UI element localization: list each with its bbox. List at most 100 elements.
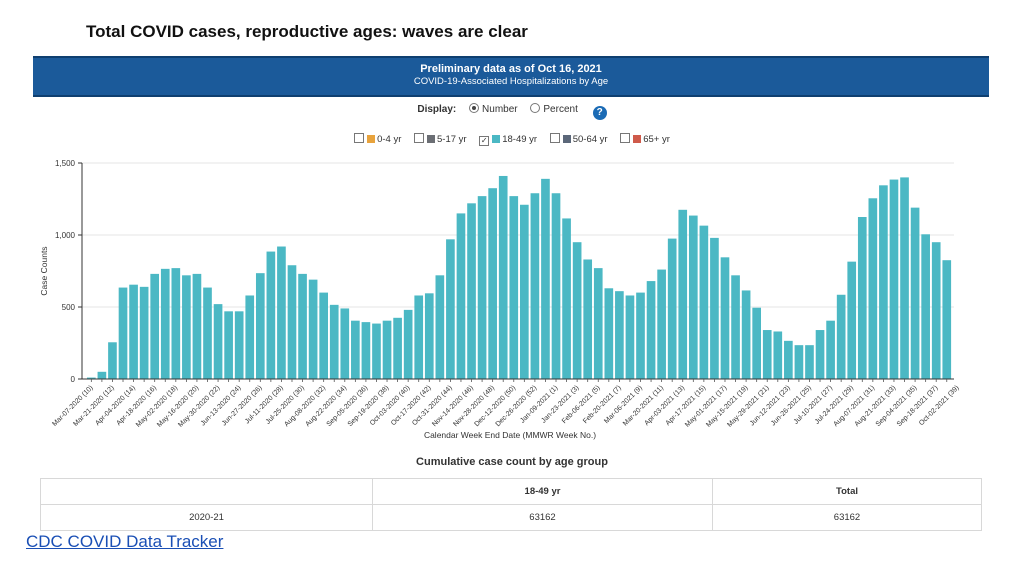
bar xyxy=(203,287,212,379)
table-cell: 2020-21 xyxy=(40,504,373,531)
bar xyxy=(836,294,846,379)
bar xyxy=(931,242,941,379)
table-header-cell: Total xyxy=(712,478,982,505)
legend-item-0-4[interactable]: 0-4 yr xyxy=(354,133,401,145)
bar xyxy=(910,207,920,379)
checkbox-icon[interactable] xyxy=(620,133,631,143)
bar xyxy=(319,292,329,379)
bar xyxy=(541,178,550,379)
bar xyxy=(667,238,677,379)
bar xyxy=(815,330,825,379)
checkbox-icon[interactable]: ✓ xyxy=(479,136,490,146)
y-tick-label: 500 xyxy=(62,303,76,312)
bar xyxy=(372,323,381,379)
bar xyxy=(752,307,762,379)
y-tick-label: 1,500 xyxy=(55,159,76,168)
bar xyxy=(625,295,635,379)
legend-item-5-17[interactable]: 5-17 yr xyxy=(414,133,467,145)
legend-item-18-49[interactable]: ✓ 18-49 yr xyxy=(479,134,538,146)
legend-swatch xyxy=(427,135,436,143)
bar xyxy=(382,320,392,379)
bar xyxy=(287,265,297,379)
legend-item-50-64[interactable]: 50-64 yr xyxy=(549,133,608,145)
display-toggle: Display: Number Percent ? xyxy=(0,103,1024,120)
table-header-row: 18-49 yr Total xyxy=(40,478,982,505)
bar xyxy=(340,308,350,379)
checkbox-icon[interactable] xyxy=(414,133,425,143)
bar xyxy=(213,304,223,379)
bar xyxy=(171,268,181,379)
table-header-cell xyxy=(40,478,373,505)
bar xyxy=(562,218,571,379)
x-tick-label: Jul-24-2021 (29) xyxy=(814,384,855,425)
bar xyxy=(446,239,455,379)
bar xyxy=(129,284,138,379)
checkbox-icon[interactable] xyxy=(354,133,365,143)
bar xyxy=(900,177,909,379)
bar xyxy=(805,345,814,379)
display-option-number[interactable]: Number xyxy=(465,103,518,115)
bar xyxy=(97,371,107,379)
bar xyxy=(593,268,603,379)
bar xyxy=(741,290,751,379)
bar xyxy=(498,175,508,379)
banner-subtitle: COVID-19-Associated Hospitalizations by … xyxy=(413,76,609,87)
table-header-cell: 18-49 yr xyxy=(372,478,713,505)
slide-title: Total COVID cases, reproductive ages: wa… xyxy=(86,22,528,41)
bar xyxy=(942,260,952,379)
x-tick-label: Jan-09-2021 (1) xyxy=(519,384,559,424)
bar xyxy=(773,331,783,379)
table-cell: 63162 xyxy=(372,504,713,531)
bar xyxy=(150,273,160,379)
cdc-data-tracker-link[interactable]: CDC COVID Data Tracker xyxy=(26,532,224,551)
bar xyxy=(710,237,719,379)
table-cell: 63162 xyxy=(712,504,982,531)
bar xyxy=(889,179,899,379)
x-axis-title: Calendar Week End Date (MMWR Week No.) xyxy=(424,430,596,440)
display-option-percent[interactable]: Percent xyxy=(526,103,578,115)
legend-item-65-plus[interactable]: 65+ yr xyxy=(620,133,670,145)
bar xyxy=(456,213,466,379)
cumulative-table: 18-49 yr Total 2020-21 63162 63162 xyxy=(40,478,982,531)
bar xyxy=(551,193,561,379)
bar xyxy=(847,261,857,379)
bar xyxy=(879,185,888,379)
bar xyxy=(520,204,529,379)
question-icon[interactable]: ? xyxy=(592,106,607,120)
banner-title: Preliminary data as of Oct 16, 2021 xyxy=(420,63,602,75)
legend-swatch xyxy=(633,135,642,143)
bar xyxy=(224,311,233,379)
cumulative-title: Cumulative case count by age group xyxy=(416,456,608,468)
x-tick-label: Mar-06-2021 (9) xyxy=(603,384,644,425)
bar xyxy=(414,295,424,379)
radio-icon[interactable] xyxy=(469,103,480,113)
bar xyxy=(393,317,402,379)
bar xyxy=(509,196,519,379)
bar xyxy=(762,330,772,379)
bar xyxy=(784,340,793,379)
x-tick-label: Jul-10-2021 (27) xyxy=(793,384,834,425)
bar xyxy=(329,304,339,379)
checkbox-icon[interactable] xyxy=(549,133,560,143)
bar xyxy=(118,287,128,379)
bar xyxy=(604,288,614,379)
bar xyxy=(868,198,878,379)
bar xyxy=(139,286,149,379)
bar xyxy=(351,320,360,379)
bar xyxy=(192,273,202,379)
radio-icon[interactable] xyxy=(530,103,541,113)
bar xyxy=(87,377,96,379)
bar xyxy=(435,275,445,379)
bar xyxy=(921,234,930,379)
bar xyxy=(182,275,191,379)
bar xyxy=(636,292,645,379)
bar xyxy=(277,246,286,379)
legend-swatch xyxy=(492,135,501,143)
table-row: 2020-21 63162 63162 xyxy=(40,504,982,531)
bar xyxy=(266,251,276,379)
bar xyxy=(615,291,624,379)
bar xyxy=(234,311,244,379)
bar xyxy=(826,320,835,379)
x-tick-label: Jul-25-2020 (30) xyxy=(265,384,306,425)
